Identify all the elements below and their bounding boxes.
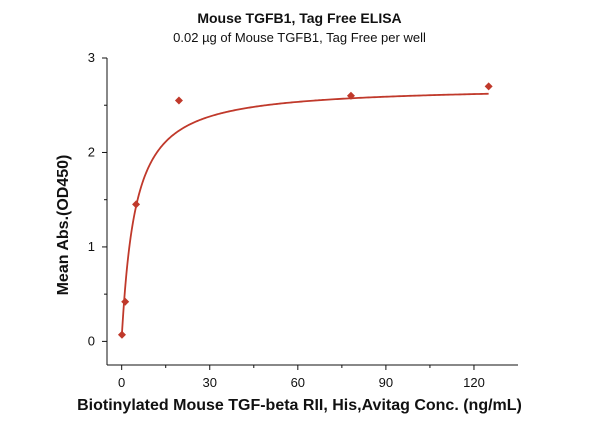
x-axis-label: Biotinylated Mouse TGF-beta RII, His,Avi…: [77, 397, 522, 414]
data-point: [346, 91, 355, 100]
chart-title: Mouse TGFB1, Tag Free ELISA: [197, 10, 402, 26]
data-point: [484, 82, 493, 91]
x-tick-label: 60: [291, 375, 305, 390]
x-tick-label: 30: [203, 375, 217, 390]
fit-curve-group: [121, 92, 489, 334]
x-tick-label: 90: [379, 375, 393, 390]
y-tick-label: 0: [88, 333, 95, 348]
y-tick-label: 3: [88, 50, 95, 65]
fit-curve: [121, 92, 489, 334]
x-tick-label: 120: [463, 375, 485, 390]
axes: [106, 58, 518, 366]
data-point: [132, 200, 141, 209]
x-tick-label: 0: [118, 375, 125, 390]
data-point: [174, 96, 183, 105]
y-tick-label: 2: [88, 144, 95, 159]
data-point: [121, 297, 130, 306]
y-tick-label: 1: [88, 239, 95, 254]
data-point: [117, 330, 126, 339]
data-points: [117, 82, 493, 339]
chart-subtitle: 0.02 µg of Mouse TGFB1, Tag Free per wel…: [173, 30, 426, 45]
